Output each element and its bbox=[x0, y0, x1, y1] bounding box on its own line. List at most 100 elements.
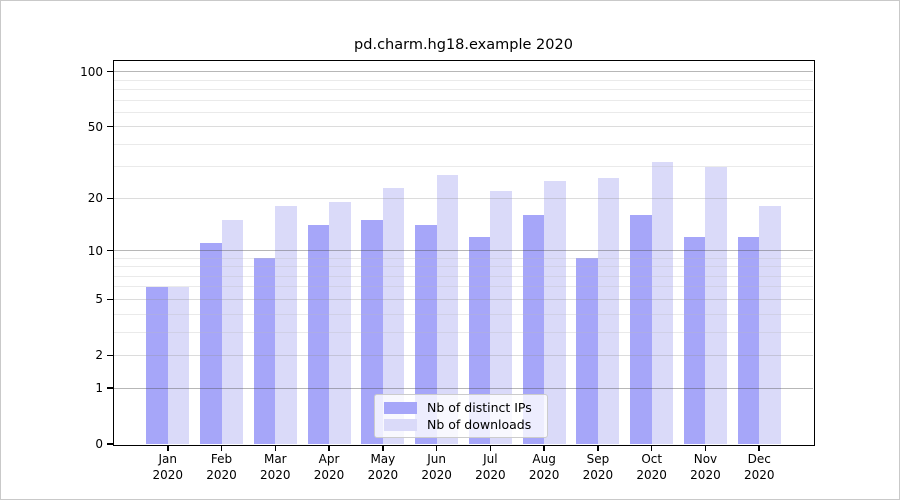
gridline-y-9 bbox=[114, 257, 813, 259]
bar-distinct-ips bbox=[683, 237, 706, 444]
x-tick bbox=[167, 445, 169, 451]
x-tick bbox=[650, 445, 653, 451]
bar-distinct-ips bbox=[253, 258, 276, 444]
gridline-y-8 bbox=[114, 266, 813, 268]
y-tick-label: 0 bbox=[95, 437, 103, 451]
bar-distinct-ips bbox=[200, 243, 222, 444]
bar-distinct-ips bbox=[576, 258, 598, 444]
x-tick-year: 2020 bbox=[475, 468, 506, 482]
bar-downloads bbox=[329, 202, 351, 444]
x-tick-year: 2020 bbox=[528, 468, 560, 482]
x-tick-year: 2020 bbox=[690, 468, 721, 482]
y-tick-label: 10 bbox=[87, 243, 103, 258]
plot-area: 0 1 2 5 10 20 50 100 Jan 2020 Feb 2020 Mar 2020 Apr 202… bbox=[80, 60, 815, 482]
x-tick-month: Jun bbox=[427, 452, 446, 466]
bar-downloads bbox=[382, 187, 405, 444]
bar-downloads bbox=[490, 190, 512, 444]
gridline-y-90 bbox=[114, 79, 813, 81]
bar-distinct-ips bbox=[630, 215, 652, 444]
x-tick-year: 2020 bbox=[582, 468, 614, 482]
gridline-y-7 bbox=[114, 275, 813, 277]
legend-row: Nb of distinct IPs bbox=[384, 400, 538, 415]
x-tick bbox=[274, 445, 277, 451]
x-tick bbox=[220, 445, 223, 451]
x-tick-label: Mar 2020 bbox=[243, 451, 307, 483]
y-tick bbox=[106, 387, 113, 389]
x-tick-month: Apr bbox=[318, 452, 340, 466]
x-tick-year: 2020 bbox=[206, 468, 237, 482]
x-tick bbox=[704, 445, 707, 451]
legend-row: Nb of downloads bbox=[384, 417, 538, 432]
x-tick-label: Nov 2020 bbox=[673, 451, 737, 483]
gridline-y-1 bbox=[114, 387, 813, 389]
x-tick-label: Dec 2020 bbox=[727, 451, 791, 483]
y-tick-label: 50 bbox=[87, 119, 103, 134]
x-tick-label: Sep 2020 bbox=[566, 451, 630, 483]
gridline-y-10 bbox=[114, 250, 813, 251]
gridline-y-20 bbox=[114, 197, 813, 199]
x-tick-month: Dec bbox=[747, 452, 771, 466]
y-tick bbox=[106, 249, 113, 252]
gridline-y-4 bbox=[114, 313, 813, 315]
x-tick-year: 2020 bbox=[421, 468, 452, 482]
y-tick bbox=[106, 443, 113, 445]
y-tick-label: 1 bbox=[95, 381, 103, 396]
bar-distinct-ips bbox=[361, 220, 383, 444]
bar-downloads bbox=[275, 206, 297, 444]
bar-distinct-ips bbox=[146, 286, 168, 444]
x-tick-year: 2020 bbox=[313, 468, 345, 482]
x-tick-month: Jan bbox=[158, 452, 178, 466]
legend-swatch bbox=[384, 401, 417, 414]
y-tick bbox=[106, 125, 113, 128]
bar-downloads bbox=[167, 286, 190, 444]
bar-downloads bbox=[544, 181, 566, 444]
x-tick-label: Jan 2020 bbox=[136, 451, 200, 483]
gridline-y-50 bbox=[114, 126, 813, 128]
legend: Nb of distinct IPs Nb of downloads bbox=[374, 394, 548, 438]
x-tick-month: Sep bbox=[586, 452, 610, 466]
y-tick bbox=[106, 298, 113, 301]
bar-distinct-ips bbox=[522, 215, 545, 444]
x-tick-label: Jul 2020 bbox=[458, 451, 522, 483]
x-tick-year: 2020 bbox=[743, 468, 775, 482]
x-tick-year: 2020 bbox=[367, 468, 399, 482]
x-tick-month: Nov bbox=[693, 452, 718, 466]
x-tick-year: 2020 bbox=[260, 468, 291, 482]
x-tick-label: Oct 2020 bbox=[620, 451, 684, 483]
bar-downloads bbox=[759, 206, 781, 444]
gridline-y-3 bbox=[114, 331, 813, 333]
gridline-y-60 bbox=[114, 111, 813, 113]
x-tick-label: Apr 2020 bbox=[297, 451, 361, 483]
x-tick bbox=[328, 445, 330, 451]
y-tick-label: 20 bbox=[87, 191, 103, 206]
x-tick-month: Mar bbox=[263, 452, 287, 466]
bar-distinct-ips bbox=[737, 237, 760, 444]
legend-label: Nb of downloads bbox=[427, 417, 532, 432]
x-tick-label: Feb 2020 bbox=[190, 451, 254, 483]
y-tick-label: 5 bbox=[95, 292, 103, 307]
y-tick bbox=[106, 70, 113, 73]
bar-downloads bbox=[221, 220, 244, 444]
x-tick-label: Jun 2020 bbox=[405, 451, 469, 483]
bar-distinct-ips bbox=[468, 237, 491, 444]
y-tick bbox=[106, 197, 113, 200]
x-tick-month: Feb bbox=[210, 452, 233, 466]
x-tick-year: 2020 bbox=[636, 468, 667, 482]
bar-distinct-ips bbox=[415, 225, 437, 444]
x-tick bbox=[543, 445, 545, 451]
x-tick bbox=[597, 445, 599, 451]
gridline-y-100 bbox=[114, 71, 813, 73]
chart-title: pd.charm.hg18.example 2020 bbox=[354, 37, 573, 53]
bar-downloads bbox=[436, 175, 459, 444]
gridline-y-40 bbox=[114, 143, 813, 145]
x-tick bbox=[382, 445, 384, 451]
x-tick-label: May 2020 bbox=[351, 451, 415, 483]
bar-downloads bbox=[597, 178, 620, 444]
gridline-y-70 bbox=[114, 99, 813, 101]
x-tick-month: Aug bbox=[532, 452, 556, 466]
x-tick-year: 2020 bbox=[152, 468, 184, 482]
gridline-y-2 bbox=[114, 354, 813, 356]
y-tick-label: 100 bbox=[80, 64, 103, 79]
bar-distinct-ips bbox=[307, 225, 330, 444]
